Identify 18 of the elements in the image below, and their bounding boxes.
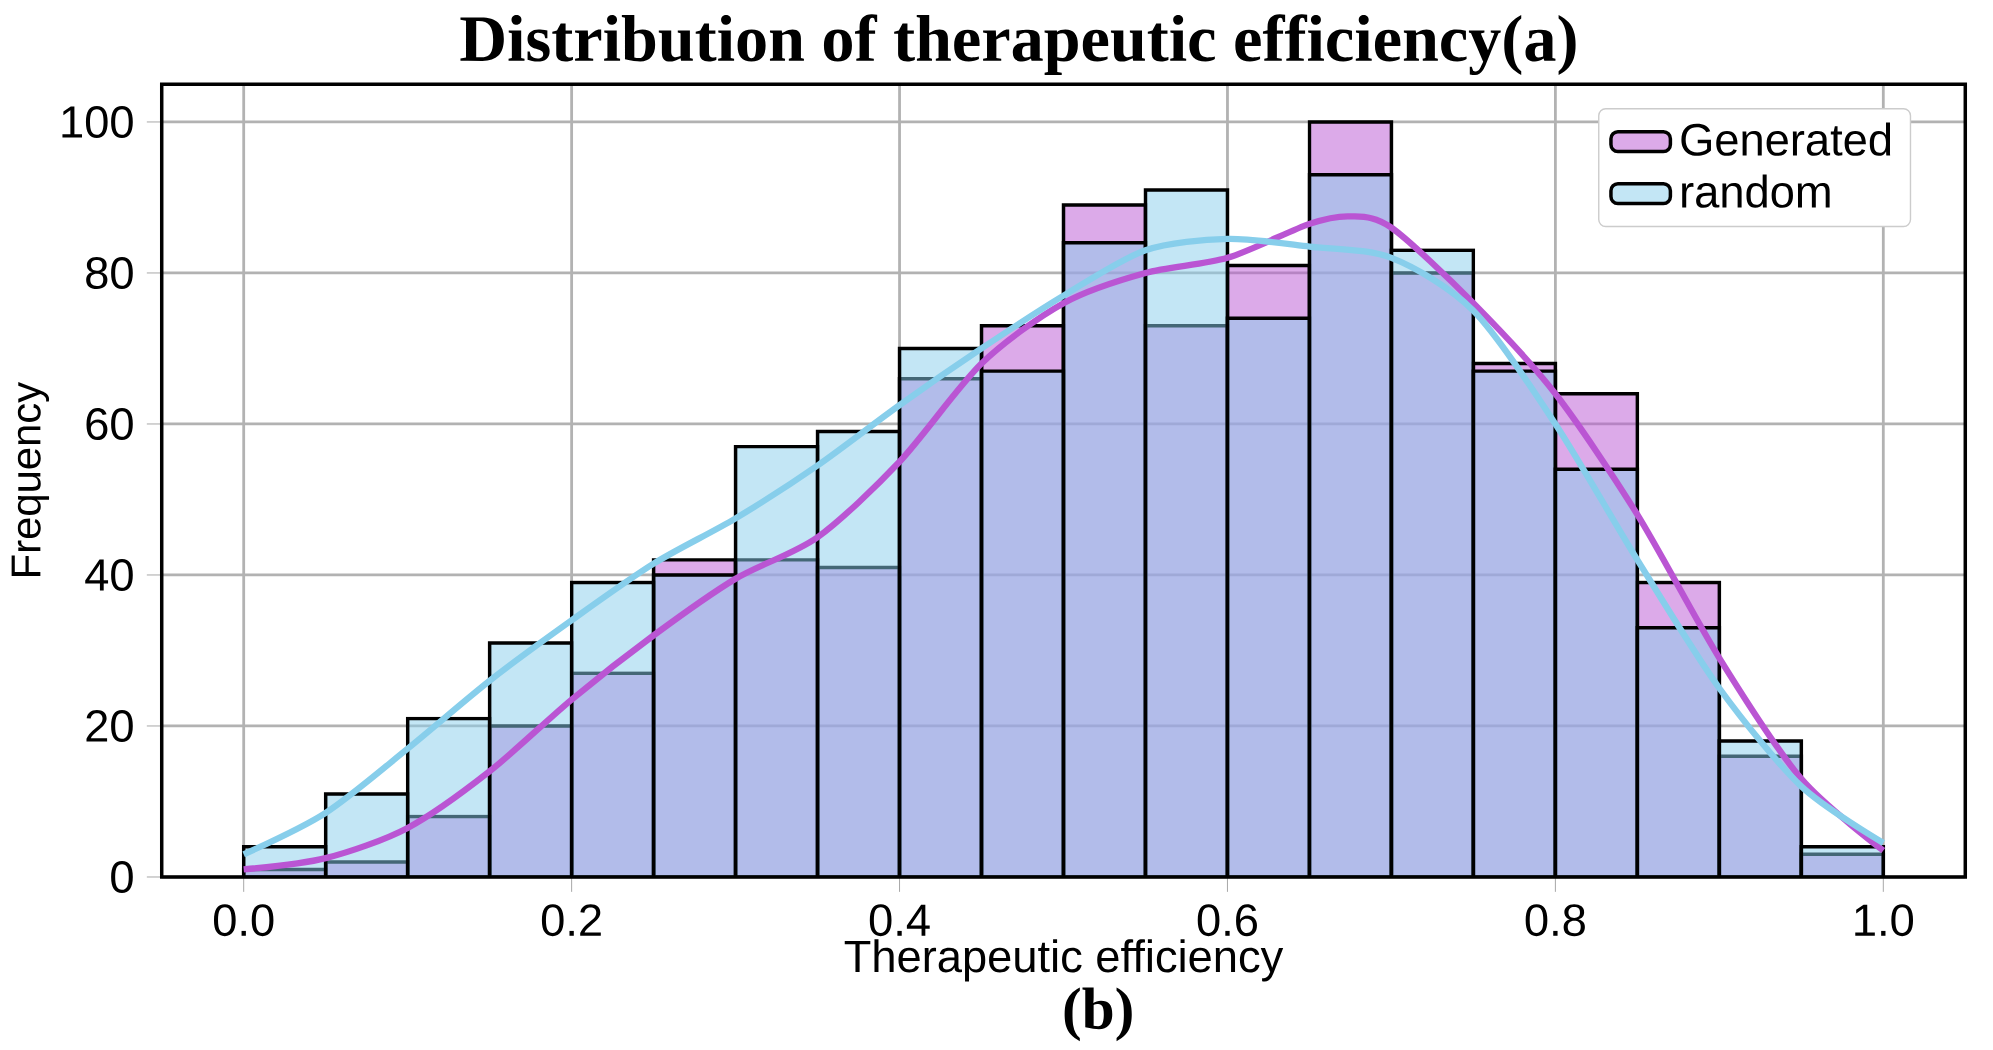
x-tick-label: 0.0 bbox=[213, 903, 274, 936]
chart-title: Distribution of therapeutic efficiency(a) bbox=[460, 14, 1576, 75]
y-tick-label: 0 bbox=[111, 860, 133, 893]
x-tick-label: 0.6 bbox=[1197, 903, 1257, 936]
y-tick-label: 60 bbox=[86, 407, 133, 440]
legend-label: Generated bbox=[1681, 122, 1891, 156]
y-tick-label: 40 bbox=[85, 558, 133, 591]
y-tick-label: 20 bbox=[86, 709, 133, 742]
x-tick-label: 0.2 bbox=[541, 903, 601, 936]
y-tick-label: 80 bbox=[86, 256, 133, 289]
y-axis-title: Frequency bbox=[11, 381, 50, 576]
x-tick-label: 1.0 bbox=[1855, 903, 1914, 936]
legend-label: random bbox=[1682, 174, 1830, 208]
text: (b) bbox=[1064, 987, 1132, 1042]
y-tick-label: 100 bbox=[62, 105, 133, 138]
x-axis-title: Therapeutic efficiency bbox=[844, 939, 1284, 982]
x-tick-label: 0.4 bbox=[869, 903, 930, 936]
x-tick-label: 0.8 bbox=[1525, 903, 1585, 936]
